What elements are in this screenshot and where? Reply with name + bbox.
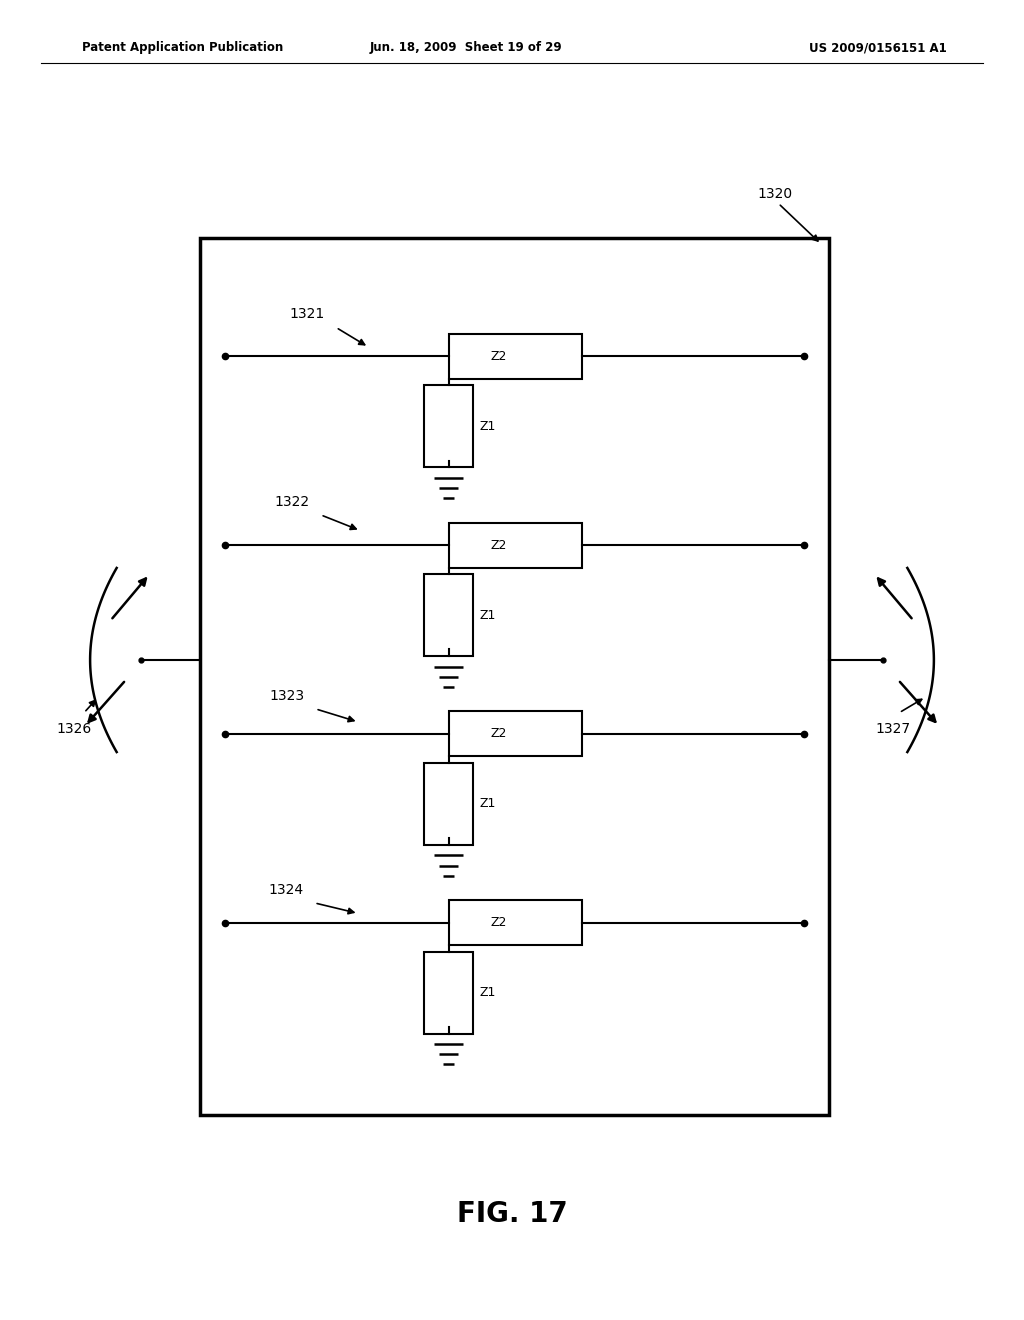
Bar <box>449 900 582 945</box>
Text: FIG. 17: FIG. 17 <box>457 1200 567 1229</box>
Text: US 2009/0156151 A1: US 2009/0156151 A1 <box>809 41 947 54</box>
Text: 1326: 1326 <box>56 722 91 735</box>
Text: 1327: 1327 <box>876 722 910 735</box>
Text: 1323: 1323 <box>269 689 304 702</box>
Bar <box>424 763 472 845</box>
Text: Z1: Z1 <box>479 420 496 433</box>
Text: Z1: Z1 <box>479 609 496 622</box>
Text: Patent Application Publication: Patent Application Publication <box>82 41 284 54</box>
Bar <box>449 334 582 379</box>
Text: 1321: 1321 <box>290 308 325 321</box>
Text: Z2: Z2 <box>490 916 507 929</box>
Text: 1322: 1322 <box>274 495 309 508</box>
Bar <box>449 523 582 568</box>
Text: Z1: Z1 <box>479 986 496 999</box>
Text: Z2: Z2 <box>490 350 507 363</box>
Text: 1320: 1320 <box>758 186 793 201</box>
Bar <box>424 574 472 656</box>
Text: Z1: Z1 <box>479 797 496 810</box>
Text: Z2: Z2 <box>490 539 507 552</box>
Bar <box>449 711 582 756</box>
Text: Z2: Z2 <box>490 727 507 741</box>
Text: 1324: 1324 <box>268 883 303 896</box>
Bar <box>424 385 472 467</box>
Bar <box>424 952 472 1034</box>
Text: Jun. 18, 2009  Sheet 19 of 29: Jun. 18, 2009 Sheet 19 of 29 <box>370 41 562 54</box>
